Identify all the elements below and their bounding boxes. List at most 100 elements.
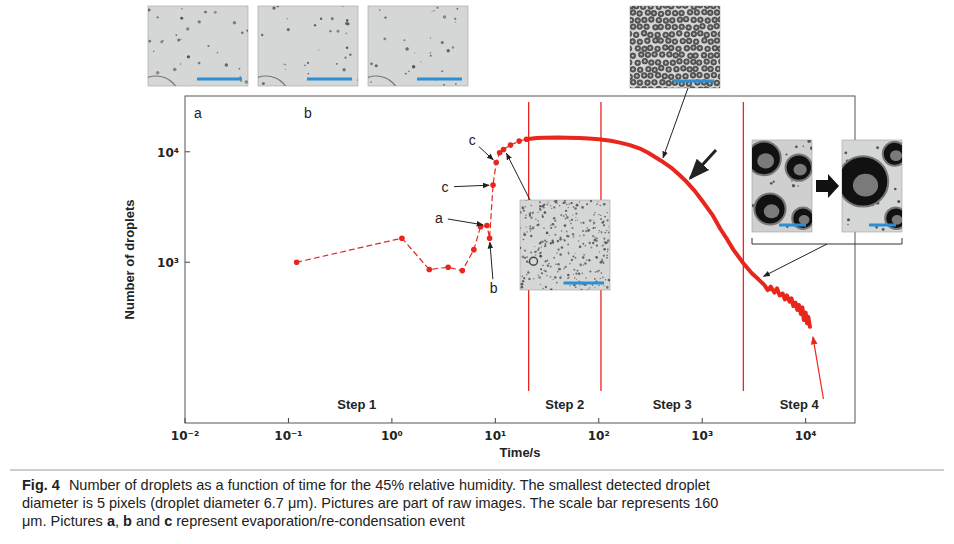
photo-dot	[543, 203, 545, 205]
photo-droplet-core	[639, 41, 641, 43]
photo-droplet-core	[667, 12, 669, 14]
photo-dot	[604, 216, 606, 218]
photo-dot	[603, 263, 604, 264]
photo-droplet	[635, 60, 641, 66]
photo-droplet-core	[675, 68, 677, 70]
photo-dot	[581, 206, 584, 209]
inset-photo	[132, 6, 249, 124]
step-label: Step 4	[780, 397, 820, 412]
photo-dot	[541, 247, 542, 248]
photo-dot	[346, 46, 349, 49]
photo-dot	[538, 275, 539, 276]
photo-droplet-core	[656, 48, 658, 50]
photo-dot	[207, 45, 209, 47]
y-tick	[185, 262, 190, 263]
photo-droplet	[697, 30, 703, 36]
photo-droplet	[683, 16, 689, 22]
annotation-arrow	[448, 219, 483, 225]
photo-droplet	[652, 67, 658, 73]
photo-droplet	[691, 6, 697, 10]
photo-blob	[752, 142, 781, 176]
photo-droplet-core	[668, 53, 670, 55]
photo-droplet	[655, 32, 661, 38]
photo-dot	[561, 275, 562, 276]
photo-dot	[522, 256, 525, 259]
photo-dot	[542, 216, 544, 218]
photo-droplet	[693, 25, 699, 31]
photo-dot	[882, 228, 885, 231]
photo-dot	[526, 231, 528, 233]
photo-droplet-core	[720, 75, 721, 77]
inset-photo	[519, 199, 610, 291]
photo-droplet	[701, 9, 707, 15]
photo-dot	[541, 240, 543, 242]
photo-dot	[522, 207, 525, 210]
photo-ring	[258, 76, 290, 86]
photo-droplet	[662, 45, 668, 51]
caption-run: ,	[115, 513, 123, 529]
photo-droplet	[702, 38, 708, 44]
photo-droplet-core	[635, 34, 637, 36]
photo-droplet-core	[636, 75, 638, 77]
photo-dot	[433, 10, 434, 11]
photo-dot	[530, 212, 531, 213]
photo-droplet	[698, 87, 704, 88]
photo-dot	[546, 275, 547, 276]
photo-droplet	[645, 52, 651, 58]
photo-droplet-core	[692, 61, 694, 63]
photo-dot	[876, 146, 879, 149]
photo-dot	[580, 285, 581, 286]
photo-dot	[443, 84, 445, 86]
photo-droplet-core	[668, 82, 670, 84]
photo-dot	[531, 212, 533, 214]
photo-dot	[405, 73, 407, 75]
photo-dot	[287, 28, 290, 31]
photo-droplet	[665, 24, 671, 30]
photo-droplet	[658, 24, 664, 30]
photo-droplet-core	[709, 12, 711, 14]
photo-droplet-core	[695, 41, 697, 43]
photo-droplet	[693, 66, 699, 72]
photo-droplet-core	[668, 68, 670, 70]
photo-dot	[807, 140, 810, 143]
photo-droplet	[676, 6, 682, 8]
photo-dot	[346, 19, 348, 21]
photo-droplet-core	[671, 33, 673, 35]
photo-dot	[550, 242, 552, 244]
photo-dot	[585, 277, 586, 278]
photo-dot	[585, 230, 587, 232]
photo-dot	[603, 255, 605, 257]
photo-droplet	[718, 31, 720, 37]
photo-dot	[175, 34, 177, 36]
photo-droplet	[641, 17, 647, 23]
photo-dot	[533, 278, 535, 280]
photo-dot	[287, 18, 288, 19]
photo-dot	[384, 16, 386, 18]
photo-droplet	[663, 32, 669, 38]
photo-dot	[567, 278, 569, 280]
photo-dot	[441, 70, 443, 72]
photo-dot	[550, 288, 552, 290]
photo-droplet	[691, 31, 697, 37]
photo-droplet	[704, 6, 710, 9]
photo-dot	[582, 243, 584, 245]
photo-droplet	[641, 30, 647, 36]
photo-dot	[844, 152, 847, 155]
photo-dot	[603, 262, 605, 264]
photo-dot	[245, 80, 248, 83]
block-arrow	[816, 174, 839, 198]
photo-dot	[431, 11, 432, 12]
photo-dot	[285, 69, 286, 70]
photo-droplet	[684, 32, 690, 38]
photo-droplet	[630, 66, 636, 72]
photo-dot	[272, 6, 275, 9]
photo-droplet-core	[637, 47, 639, 49]
photo-droplet	[665, 10, 671, 16]
photo-dot	[608, 226, 609, 227]
photo-dot	[556, 282, 558, 284]
photo-dot	[540, 284, 541, 285]
photo-droplet-core	[643, 32, 645, 34]
photo-droplet-core	[650, 6, 652, 8]
photo-droplet-core	[632, 26, 634, 28]
photo-droplet	[674, 66, 680, 72]
